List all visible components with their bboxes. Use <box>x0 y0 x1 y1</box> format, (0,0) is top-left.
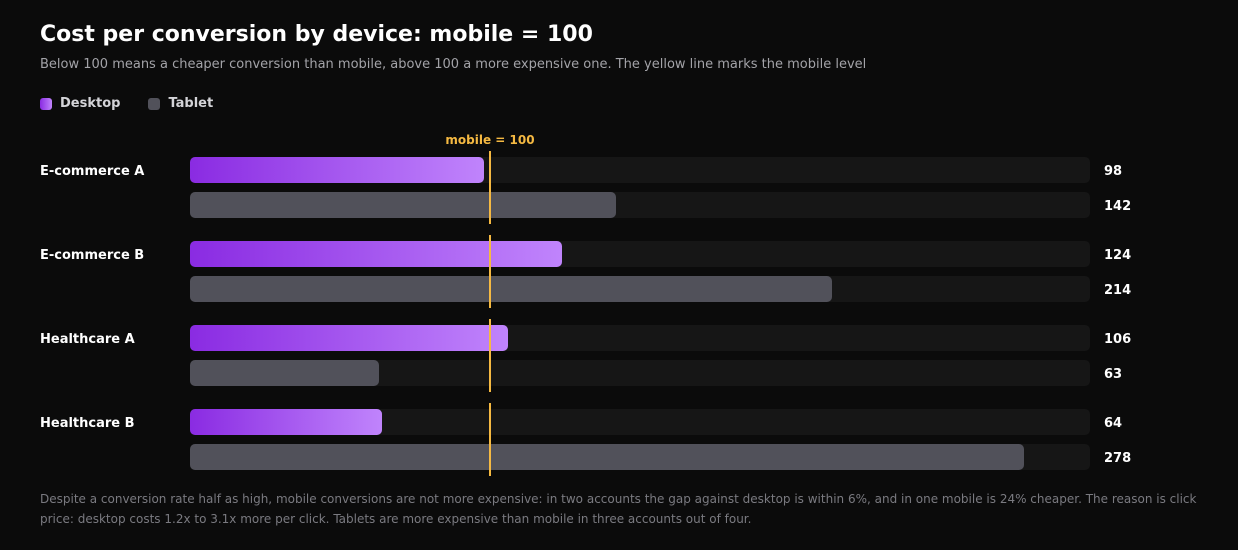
bar-track-healthcare-a-tablet <box>190 360 1090 386</box>
value-label-e-commerce-b-desktop: 124 <box>1104 248 1131 263</box>
value-label-e-commerce-a-tablet: 142 <box>1104 199 1131 214</box>
legend-swatch-tablet <box>148 97 161 110</box>
bar-e-commerce-b-tablet <box>190 276 832 302</box>
legend-label-desktop: Desktop <box>60 96 121 111</box>
bar-healthcare-a-desktop <box>190 325 508 351</box>
bar-healthcare-a-tablet <box>190 360 379 386</box>
bar-healthcare-b-tablet <box>190 444 1024 470</box>
category-label-e-commerce-b: E-commerce B <box>40 248 144 263</box>
legend-label-tablet: Tablet <box>168 96 214 111</box>
category-label-e-commerce-a: E-commerce A <box>40 164 144 179</box>
chart-subtitle: Below 100 means a cheaper conversion tha… <box>40 57 867 72</box>
legend: Desktop Tablet <box>40 96 241 111</box>
legend-item-tablet: Tablet <box>148 96 213 111</box>
reference-line-label: mobile = 100 <box>445 133 534 147</box>
category-label-healthcare-a: Healthcare A <box>40 332 135 347</box>
bar-e-commerce-a-desktop <box>190 157 484 183</box>
bar-healthcare-b-desktop <box>190 409 382 435</box>
value-label-healthcare-a-tablet: 63 <box>1104 367 1122 382</box>
value-label-e-commerce-a-desktop: 98 <box>1104 164 1122 179</box>
legend-item-desktop: Desktop <box>40 96 120 111</box>
bar-track-healthcare-b-desktop <box>190 409 1090 435</box>
bar-e-commerce-b-desktop <box>190 241 562 267</box>
category-label-healthcare-b: Healthcare B <box>40 416 135 431</box>
chart-title: Cost per conversion by device: mobile = … <box>40 22 593 47</box>
bar-e-commerce-a-tablet <box>190 192 616 218</box>
value-label-e-commerce-b-tablet: 214 <box>1104 283 1131 298</box>
chart-footnote: Despite a conversion rate half as high, … <box>40 492 1197 526</box>
value-label-healthcare-b-desktop: 64 <box>1104 416 1122 431</box>
value-label-healthcare-a-desktop: 106 <box>1104 332 1131 347</box>
value-label-healthcare-b-tablet: 278 <box>1104 451 1131 466</box>
legend-swatch-desktop <box>40 97 52 110</box>
